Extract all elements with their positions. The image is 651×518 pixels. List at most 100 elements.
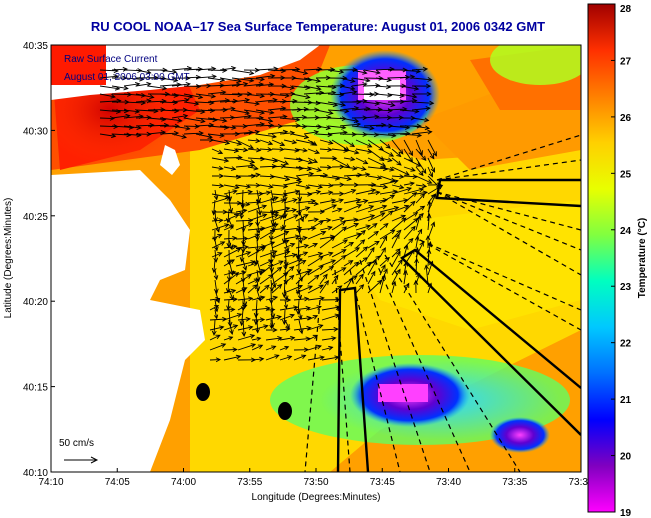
current-vector xyxy=(219,77,242,84)
current-vector xyxy=(411,125,431,131)
current-vector xyxy=(283,242,296,249)
current-vector xyxy=(223,139,243,146)
current-vector xyxy=(331,198,344,204)
current-vector xyxy=(207,90,227,95)
current-vector xyxy=(195,74,217,80)
current-vector xyxy=(223,336,234,341)
current-vector xyxy=(259,190,272,196)
current-vector xyxy=(243,93,266,99)
current-vector xyxy=(315,109,334,116)
current-vector xyxy=(268,229,274,241)
current-vector xyxy=(411,83,432,89)
current-vector xyxy=(415,205,426,213)
current-vector xyxy=(379,235,388,249)
y-axis-label: Latitude (Degrees:Minutes) xyxy=(3,198,14,319)
current-vector xyxy=(223,307,236,313)
current-vector xyxy=(211,183,225,189)
current-vector xyxy=(415,148,427,161)
current-vector xyxy=(237,316,251,322)
current-vector xyxy=(235,157,256,164)
current-vector xyxy=(135,122,155,128)
current-vector xyxy=(231,77,255,83)
current-vector xyxy=(303,85,322,91)
current-vector xyxy=(235,173,257,179)
current-vector xyxy=(391,233,400,249)
current-vector xyxy=(223,247,242,258)
current-vector xyxy=(375,108,393,113)
current-vector xyxy=(135,93,155,100)
current-vector xyxy=(355,199,369,204)
current-vector xyxy=(319,204,338,213)
current-vector xyxy=(231,97,251,103)
current-vector xyxy=(411,100,435,106)
current-vector xyxy=(331,220,347,231)
current-vector xyxy=(159,69,178,75)
current-vector xyxy=(339,77,356,83)
current-vector xyxy=(303,66,323,72)
current-vector xyxy=(399,93,418,99)
current-vector xyxy=(226,269,232,282)
current-vector xyxy=(399,123,422,129)
colorbar-tick-label: 20 xyxy=(620,452,632,463)
current-vector xyxy=(255,109,275,115)
current-vector xyxy=(321,336,337,341)
current-vector xyxy=(331,285,343,294)
current-vector xyxy=(291,124,308,129)
current-vector xyxy=(255,229,260,242)
current-vector xyxy=(259,284,270,294)
current-vector xyxy=(135,75,159,81)
current-vector xyxy=(414,235,420,249)
current-vector xyxy=(343,261,360,276)
current-vector xyxy=(111,108,130,114)
colorbar-tick-label: 22 xyxy=(620,339,632,350)
current-vector xyxy=(291,133,310,140)
current-vector xyxy=(339,67,358,73)
y-tick-label: 40:20 xyxy=(23,297,48,308)
current-vector xyxy=(379,210,394,222)
current-vector xyxy=(367,240,380,249)
current-vector xyxy=(427,260,434,276)
current-vector xyxy=(343,204,363,213)
current-vector xyxy=(213,249,219,263)
current-vector xyxy=(391,166,410,176)
overlay-line-1: Raw Surface Current xyxy=(64,54,158,65)
current-vector xyxy=(99,133,117,139)
current-vector xyxy=(171,125,191,131)
current-vector xyxy=(391,157,402,166)
current-vector xyxy=(415,214,422,231)
current-vector xyxy=(367,279,383,294)
current-vector xyxy=(209,296,221,302)
current-vector xyxy=(297,289,303,300)
current-vector xyxy=(247,138,261,144)
current-vector xyxy=(403,166,416,172)
current-vector xyxy=(319,147,333,152)
current-vector xyxy=(403,237,414,249)
current-vector xyxy=(367,259,377,276)
current-vector xyxy=(307,189,322,195)
current-vector xyxy=(271,139,286,147)
current-vector xyxy=(391,268,401,285)
current-vector xyxy=(255,117,274,123)
current-vector xyxy=(171,97,190,103)
current-vector xyxy=(319,190,334,196)
current-vector xyxy=(171,113,189,119)
current-vector xyxy=(355,172,371,178)
current-vector xyxy=(307,139,318,146)
current-vector xyxy=(147,91,171,97)
current-vector xyxy=(231,91,253,97)
current-vector xyxy=(295,206,311,213)
figure-title: RU COOL NOAA–17 Sea Surface Temperature:… xyxy=(91,19,545,34)
current-vector xyxy=(207,125,230,130)
current-vector xyxy=(379,194,396,204)
current-vector xyxy=(259,147,273,152)
current-vector xyxy=(279,345,290,351)
current-vector xyxy=(391,248,401,258)
current-vector xyxy=(295,260,307,267)
current-vector xyxy=(241,279,247,293)
sst-zone-green-ne xyxy=(490,45,581,85)
current-vector xyxy=(391,280,397,294)
current-vector xyxy=(293,336,311,342)
current-vector xyxy=(339,117,360,123)
current-vector xyxy=(283,284,304,294)
current-vector xyxy=(259,213,280,222)
